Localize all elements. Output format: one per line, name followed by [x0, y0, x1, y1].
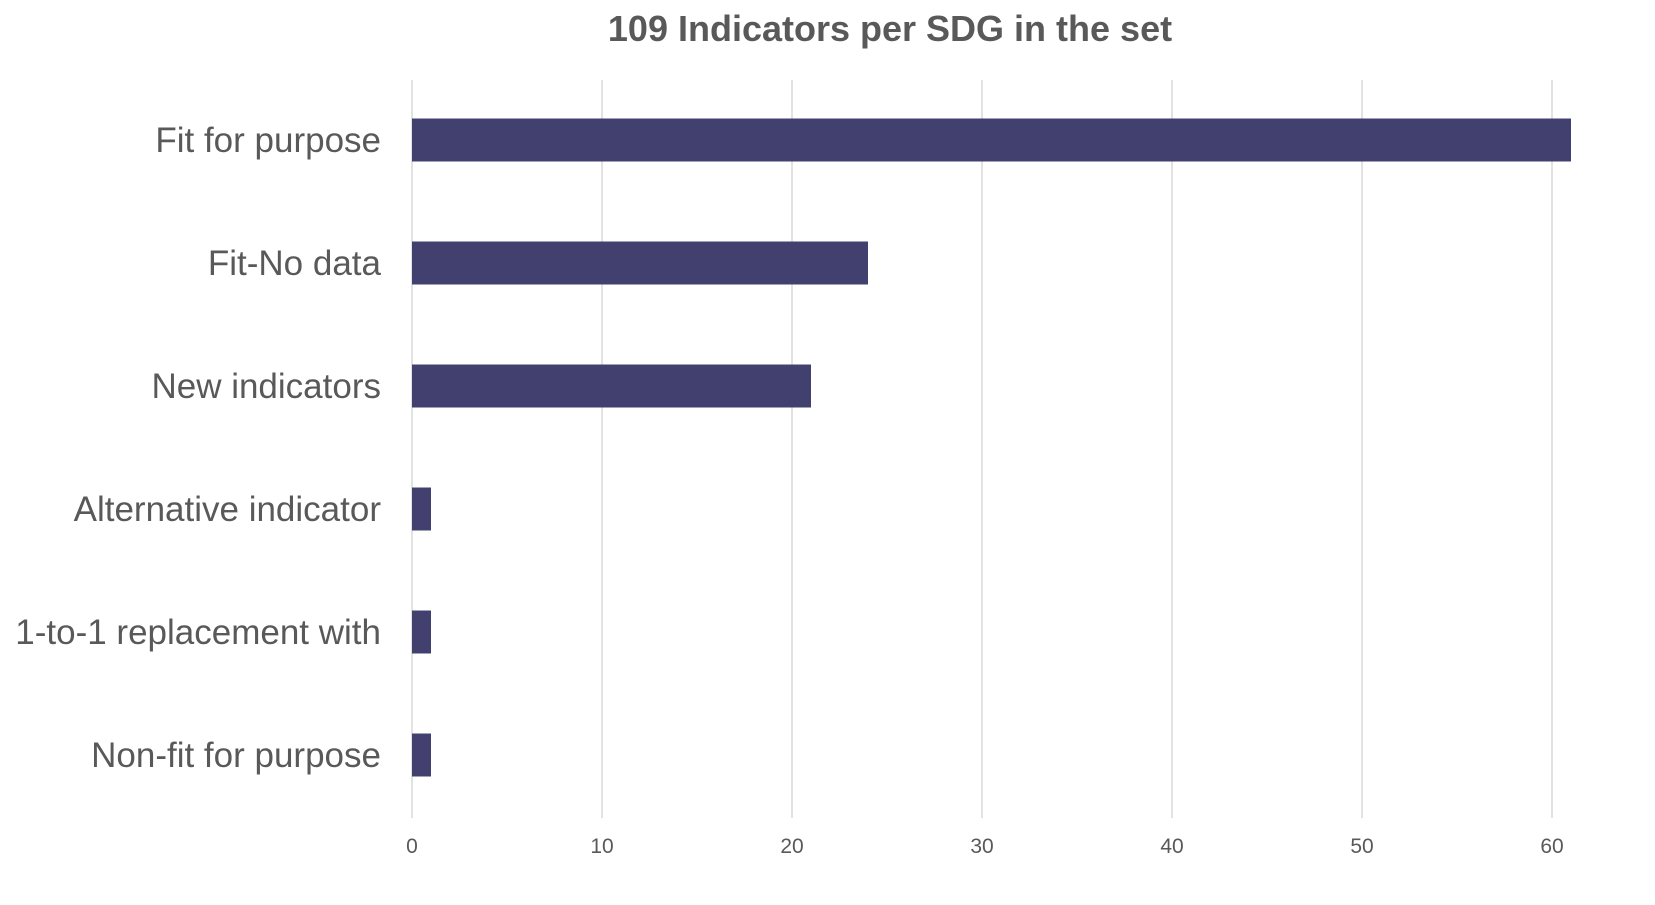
- bar: [412, 610, 431, 654]
- x-tick-label: 50: [1350, 835, 1373, 858]
- x-tick-label: 0: [406, 835, 418, 858]
- bar: [412, 364, 811, 408]
- x-tick-label: 20: [780, 835, 803, 858]
- category-label: 1-to-1 replacement with: [15, 613, 381, 652]
- x-tick-label: 10: [590, 835, 613, 858]
- x-tick-label: 40: [1160, 835, 1183, 858]
- category-label: Non-fit for purpose: [91, 736, 381, 775]
- bar: [412, 241, 868, 285]
- x-tick-label: 60: [1540, 835, 1563, 858]
- x-tick-label: 30: [970, 835, 993, 858]
- category-labels: Fit for purpose Fit-No data New indicators…: [15, 121, 381, 775]
- category-label: Fit for purpose: [155, 121, 381, 160]
- category-label: Alternative indicator: [74, 490, 382, 529]
- bar: [412, 487, 431, 531]
- chart-title: 109 Indicators per SDG in the set: [607, 8, 1173, 49]
- bar: [412, 118, 1571, 162]
- x-axis-tick-labels: 0 10 20 30 40 50 60: [406, 835, 1564, 858]
- category-label: Fit-No data: [208, 244, 382, 283]
- gridlines: [411, 80, 1553, 818]
- bars: [412, 118, 1571, 777]
- bar: [412, 733, 431, 777]
- category-label: New indicators: [151, 367, 381, 406]
